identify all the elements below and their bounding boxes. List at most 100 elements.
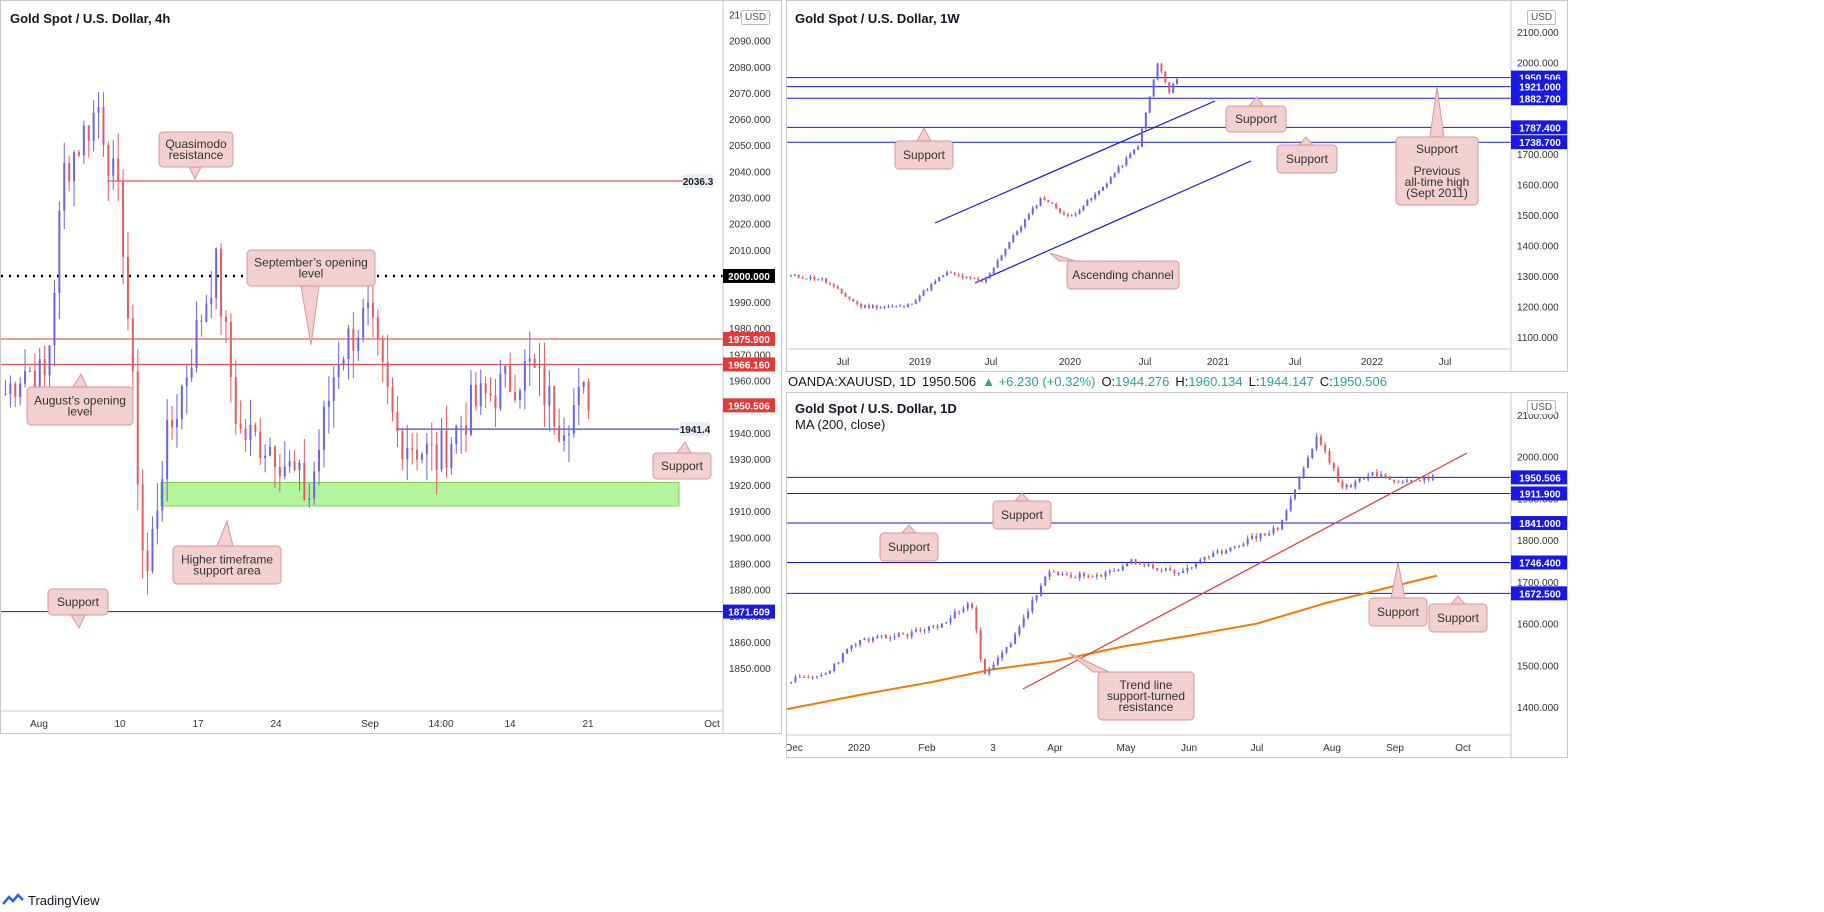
daily-support-3-callout-pointer (1390, 562, 1406, 599)
4h-candle-body (303, 462, 306, 500)
weekly-candle-body (910, 303, 913, 305)
4h-price-tick: 2080.000 (729, 63, 771, 74)
weekly-candle-body (918, 295, 921, 301)
4h-candle-body (523, 361, 526, 391)
4h-candle-body (332, 377, 335, 401)
daily-candle-body (1083, 573, 1086, 577)
daily-candle-body (1100, 574, 1103, 577)
daily-date-tick: 2020 (848, 743, 871, 754)
weekly-candle-body (1027, 213, 1030, 220)
daily-candle-body (1233, 546, 1236, 548)
currency-label-1d[interactable]: USD (1527, 400, 1557, 415)
ma-indicator-label[interactable]: MA (200, close) (795, 417, 886, 432)
weekly-price-tick: 1200.000 (1517, 303, 1559, 314)
chart-1w[interactable]: 2100.0002000.0001900.0001800.0001700.000… (787, 1, 1568, 372)
resistance-price-tag-label: 1975.900 (728, 335, 770, 346)
4h-candle-body (190, 367, 193, 378)
chart-4h[interactable]: 2100.0002090.0002080.0002070.0002060.000… (1, 1, 782, 734)
weekly-candle-body (1008, 242, 1011, 249)
4h-date-tick: 21 (582, 719, 594, 730)
support-callout (652, 452, 712, 480)
close-value: 1950.506 (1332, 374, 1387, 389)
daily-support-3-callout (1368, 597, 1428, 627)
4h-candle-body (572, 405, 575, 434)
weekly-candle-body (1051, 202, 1054, 204)
4h-candle-body (469, 385, 472, 435)
currency-label-1w[interactable]: USD (1527, 10, 1557, 25)
4h-price-tick: 2090.000 (729, 37, 771, 48)
weekly-candle-body (957, 274, 960, 276)
daily-candle-body (940, 623, 943, 628)
4h-candle-body (327, 400, 330, 407)
4h-price-tick: 1990.000 (729, 298, 771, 309)
weekly-candle-body (953, 273, 956, 275)
daily-price-tick: 1700.000 (1517, 578, 1559, 589)
weekly-candle-body (848, 296, 851, 299)
daily-candle-body (1035, 595, 1038, 600)
weekly-price-tick: 1100.000 (1517, 333, 1558, 344)
4h-candle-body (411, 448, 414, 450)
4h-candle-body (141, 484, 144, 551)
daily-candle-body (1190, 567, 1193, 569)
4h-candle-body (175, 418, 178, 428)
close-label: C: (1319, 374, 1333, 389)
weekly-ath-support-callout-text: all-time high (1405, 175, 1470, 189)
4h-candle-body (577, 386, 580, 406)
weekly-candle-body (895, 305, 898, 307)
panel-1d[interactable]: 2100.0002000.0001900.0001800.0001700.000… (786, 392, 1568, 758)
ascending-channel-callout (1066, 260, 1180, 290)
panel-1w[interactable]: 2100.0002000.0001900.0001800.0001700.000… (786, 0, 1568, 372)
daily-price-tick: 1800.000 (1517, 536, 1559, 547)
tradingview-logo[interactable]: TradingView (2, 890, 100, 910)
daily-candle-body (846, 648, 849, 654)
open-value: 1944.276 (1115, 374, 1170, 389)
chart-1d[interactable]: 2100.0002000.0001900.0001800.0001700.000… (787, 393, 1568, 758)
weekly-candle-body (914, 300, 917, 304)
chart-title-1d: Gold Spot / U.S. Dollar, 1D (795, 401, 957, 416)
daily-candle-body (1341, 481, 1344, 488)
weekly-candle-body (1133, 149, 1136, 154)
weekly-candle-body (1059, 208, 1062, 213)
4h-candle-body (425, 443, 428, 455)
weekly-candle-body (1016, 231, 1019, 235)
daily-candle-body (1001, 652, 1004, 658)
4h-date-tick: 24 (270, 719, 282, 730)
4h-price-tick: 2020.000 (729, 220, 771, 231)
daily-candle-body (1410, 480, 1413, 482)
daily-candle-body (1393, 479, 1396, 482)
weekly-level-price-tag-label: 1738.700 (1519, 138, 1561, 149)
4h-candle-body (224, 316, 227, 322)
weekly-support-left-callout-text: Support (903, 148, 946, 162)
low-value: 1944.147 (1259, 374, 1314, 389)
4h-candle-body (318, 449, 321, 472)
daily-candle-body (1057, 571, 1060, 575)
panel-4h[interactable]: 2100.0002090.0002080.0002070.0002060.000… (0, 0, 782, 734)
daily-candle-body (927, 626, 930, 631)
daily-candle-body (1044, 576, 1047, 586)
daily-candle-body (1207, 556, 1210, 558)
daily-candle-body (919, 629, 922, 632)
weekly-candle-body (977, 278, 980, 281)
daily-candle-body (1113, 570, 1116, 572)
4h-candle-body (283, 466, 286, 477)
weekly-candle-body (1070, 215, 1073, 217)
daily-candle-body (880, 635, 883, 637)
4h-candle-body (200, 320, 203, 322)
daily-candle-body (1328, 451, 1331, 463)
weekly-level-price-tag-label: 1787.400 (1519, 123, 1561, 134)
daily-candle-body (820, 674, 823, 677)
weekly-candle-body (1144, 112, 1147, 129)
daily-candle-body (815, 676, 818, 678)
currency-label-4h[interactable]: USD (741, 10, 771, 25)
weekly-support-right-callout (1276, 144, 1338, 174)
weekly-candle-body (1078, 210, 1081, 214)
daily-support-4-callout (1428, 603, 1488, 633)
daily-level-price-tag-label: 1841.000 (1519, 519, 1561, 530)
4h-candle-body (126, 256, 129, 319)
daily-candle-body (945, 622, 948, 624)
weekly-candle-body (1012, 234, 1015, 243)
4h-candle-body (553, 386, 556, 427)
daily-candle-body (1418, 480, 1421, 482)
weekly-candle-body (840, 288, 843, 294)
daily-candle-body (876, 636, 879, 638)
